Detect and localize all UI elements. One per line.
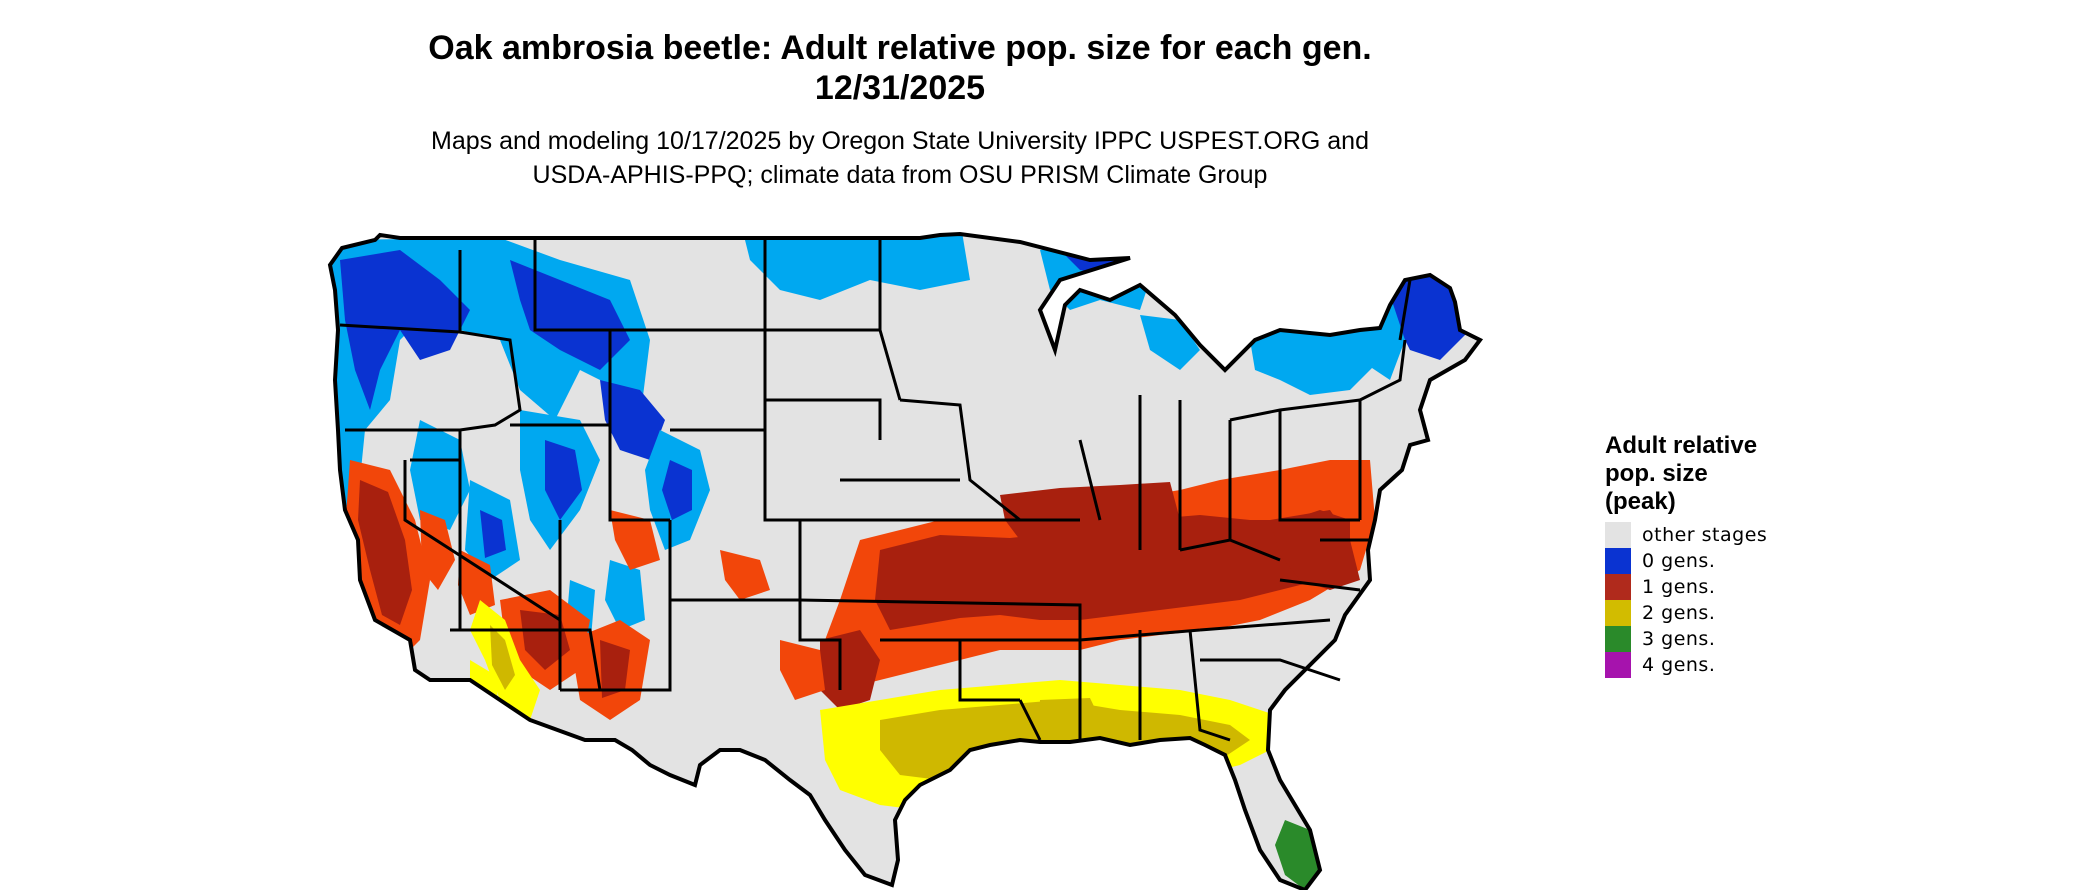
legend-item-1-gens: 1 gens. xyxy=(1605,574,1767,600)
legend-title: Adult relative pop. size (peak) xyxy=(1605,432,1767,516)
legend-swatch xyxy=(1605,574,1631,600)
legend-item-4-gens: 4 gens. xyxy=(1605,652,1767,678)
legend-swatch xyxy=(1605,652,1631,678)
subtitle-line-2: USDA-APHIS-PPQ; climate data from OSU PR… xyxy=(532,161,1268,189)
legend-item-other-stages: other stages xyxy=(1605,522,1767,548)
legend-item-2-gens: 2 gens. xyxy=(1605,600,1767,626)
legend-title-line-3: (peak) xyxy=(1605,488,1676,515)
legend-swatch xyxy=(1605,626,1631,652)
legend-label: 0 gens. xyxy=(1642,550,1716,572)
legend-item-0-gens: 0 gens. xyxy=(1605,548,1767,574)
legend-swatch xyxy=(1605,600,1631,626)
us-population-map xyxy=(328,232,1482,890)
title-line-2: 12/31/2025 xyxy=(814,69,986,107)
legend-title-line-1: Adult relative xyxy=(1605,432,1758,459)
title-line-1: Oak ambrosia beetle: Adult relative pop.… xyxy=(428,29,1372,67)
subtitle-line-1: Maps and modeling 10/17/2025 by Oregon S… xyxy=(431,127,1369,155)
legend-label: 3 gens. xyxy=(1642,628,1716,650)
legend-label: 4 gens. xyxy=(1642,654,1716,676)
legend-title-line-2: pop. size xyxy=(1605,460,1708,487)
map-title: Oak ambrosia beetle: Adult relative pop.… xyxy=(0,28,1800,108)
map-legend: Adult relative pop. size (peak) other st… xyxy=(1605,432,1767,678)
legend-item-3-gens: 3 gens. xyxy=(1605,626,1767,652)
legend-swatch xyxy=(1605,548,1631,574)
state-borders xyxy=(339,238,1412,742)
legend-label: 2 gens. xyxy=(1642,602,1716,624)
legend-swatch xyxy=(1605,522,1631,548)
legend-label: 1 gens. xyxy=(1642,576,1716,598)
map-subtitle: Maps and modeling 10/17/2025 by Oregon S… xyxy=(0,124,1800,192)
legend-label: other stages xyxy=(1642,524,1768,546)
